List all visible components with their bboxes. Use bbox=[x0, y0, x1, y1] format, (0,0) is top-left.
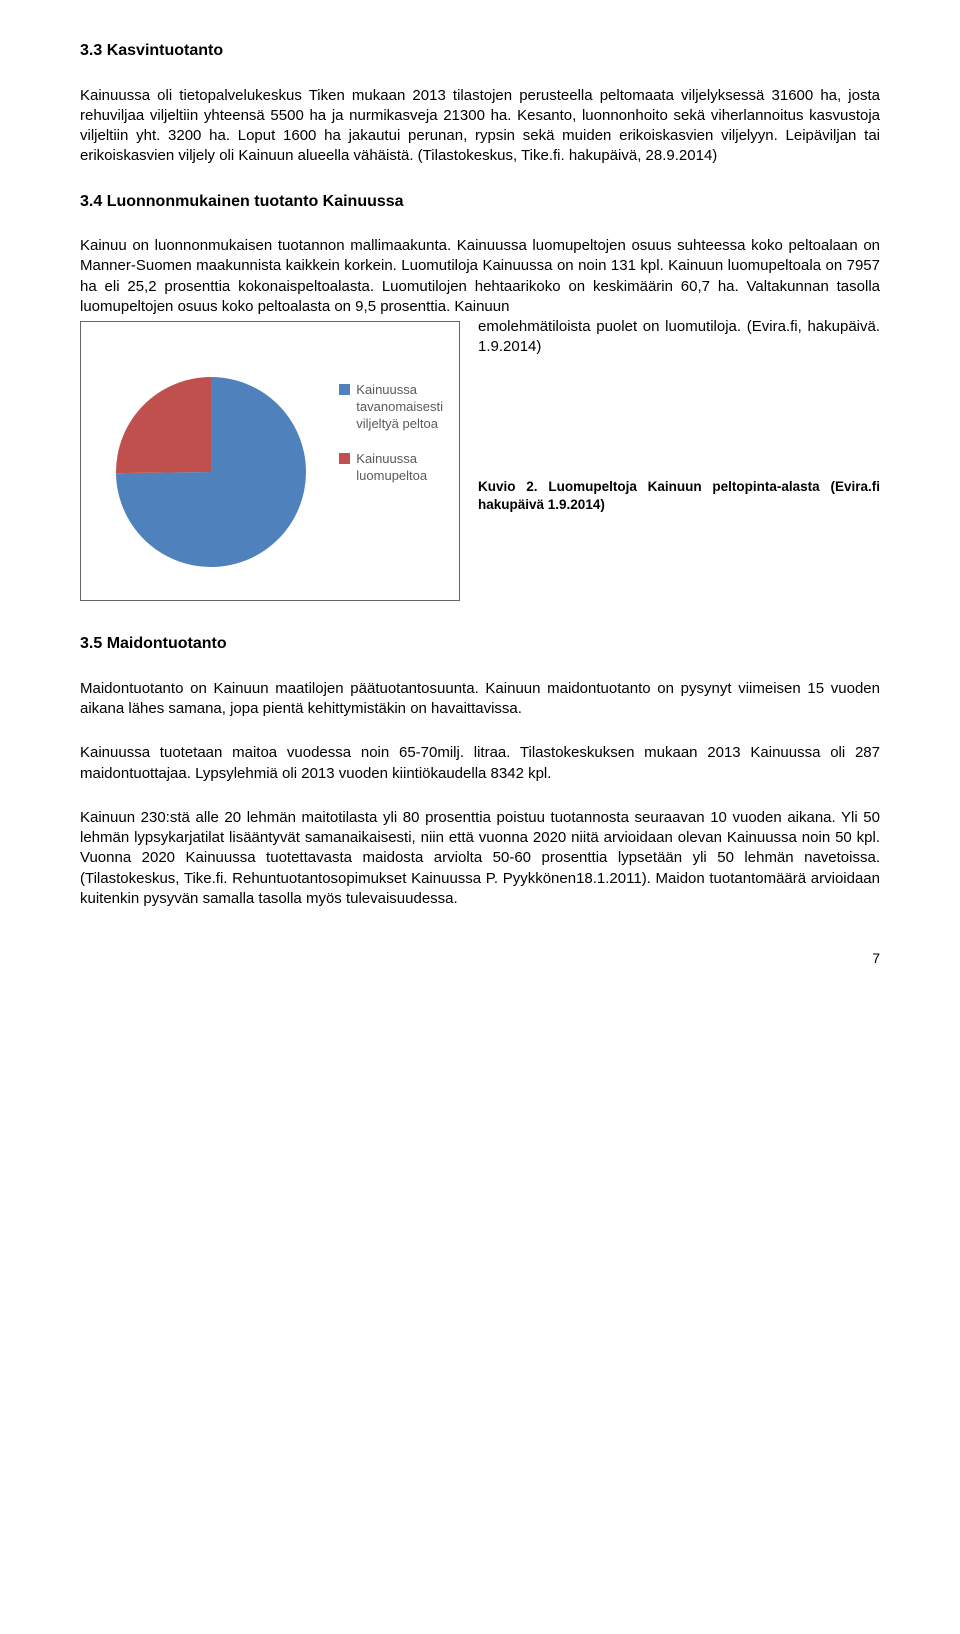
pie-slice bbox=[116, 377, 211, 473]
section-3-4-body: Kainuu on luonnonmukaisen tuotannon mall… bbox=[80, 236, 880, 609]
paragraph-3-5-3: Kainuun 230:stä alle 20 lehmän maitotila… bbox=[80, 808, 880, 909]
paragraph-3-5-1: Maidontuotanto on Kainuun maatilojen pää… bbox=[80, 679, 880, 720]
legend-label: Kainuussaluomupeltoa bbox=[356, 451, 427, 485]
legend-item: Kainuussaluomupeltoa bbox=[339, 451, 443, 485]
pie-chart-legend: Kainuussatavanomaisestiviljeltyä peltoa K… bbox=[339, 382, 443, 502]
paragraph-3-5-2: Kainuussa tuotetaan maitoa vuodessa noin… bbox=[80, 743, 880, 784]
heading-3-3: 3.3 Kasvintuotanto bbox=[80, 40, 880, 62]
paragraph-3-4-lead: Kainuu on luonnonmukaisen tuotannon mall… bbox=[80, 236, 880, 317]
pie-chart-container: Kainuussatavanomaisestiviljeltyä peltoa K… bbox=[80, 321, 460, 601]
chart-caption: Kuvio 2. Luomupeltoja Kainuun peltopinta… bbox=[478, 478, 880, 514]
heading-3-4: 3.4 Luonnonmukainen tuotanto Kainuussa bbox=[80, 191, 880, 213]
legend-item: Kainuussatavanomaisestiviljeltyä peltoa bbox=[339, 382, 443, 433]
pie-chart bbox=[111, 372, 311, 578]
legend-label: Kainuussatavanomaisestiviljeltyä peltoa bbox=[356, 382, 443, 433]
legend-swatch bbox=[339, 384, 350, 395]
paragraph-3-4-lead-text: Kainuu on luonnonmukaisen tuotannon mall… bbox=[80, 237, 880, 315]
paragraph-3-3-1: Kainuussa oli tietopalvelukeskus Tiken m… bbox=[80, 86, 880, 167]
paragraph-3-4-tail: emolehmätiloista puolet on luomutiloja. … bbox=[478, 317, 880, 358]
page-number: 7 bbox=[80, 949, 880, 968]
legend-swatch bbox=[339, 453, 350, 464]
heading-3-5: 3.5 Maidontuotanto bbox=[80, 633, 880, 655]
